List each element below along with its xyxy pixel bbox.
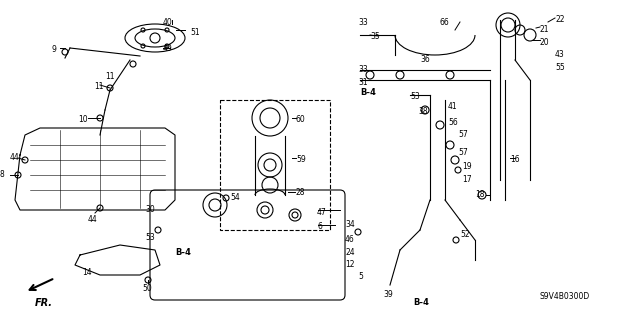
Text: 33: 33 xyxy=(358,65,368,74)
Text: 55: 55 xyxy=(555,63,564,72)
Text: 12: 12 xyxy=(345,260,355,269)
Text: 21: 21 xyxy=(540,25,550,34)
Text: 57: 57 xyxy=(458,130,468,139)
Text: 20: 20 xyxy=(540,38,550,47)
Text: 34: 34 xyxy=(345,220,355,229)
Text: 6: 6 xyxy=(317,222,322,231)
Text: 30: 30 xyxy=(145,205,155,214)
Text: B-4: B-4 xyxy=(413,298,429,307)
Text: 44: 44 xyxy=(88,215,98,224)
Text: 50: 50 xyxy=(142,284,152,293)
Text: 53: 53 xyxy=(410,92,420,101)
Text: 52: 52 xyxy=(460,230,470,239)
Text: 51: 51 xyxy=(190,28,200,37)
Text: 39: 39 xyxy=(383,290,393,299)
Text: 60: 60 xyxy=(296,115,306,124)
Text: FR.: FR. xyxy=(35,298,53,308)
Text: 11: 11 xyxy=(94,82,104,91)
Text: 43: 43 xyxy=(555,50,564,59)
Text: 14: 14 xyxy=(82,268,92,277)
Text: 28: 28 xyxy=(295,188,305,197)
Text: 22: 22 xyxy=(555,15,564,24)
Text: 17: 17 xyxy=(462,175,472,184)
Text: 66: 66 xyxy=(440,18,450,27)
Text: 16: 16 xyxy=(510,155,520,164)
Text: 18: 18 xyxy=(475,190,484,199)
Text: S9V4B0300D: S9V4B0300D xyxy=(540,292,590,301)
Text: 59: 59 xyxy=(296,155,306,164)
Text: 54: 54 xyxy=(230,193,240,202)
Text: 46: 46 xyxy=(345,235,355,244)
Text: 49: 49 xyxy=(163,44,173,53)
Bar xyxy=(220,100,330,230)
Text: 19: 19 xyxy=(462,162,472,171)
Text: 33: 33 xyxy=(358,18,368,27)
Text: 40: 40 xyxy=(163,18,173,27)
Text: 38: 38 xyxy=(418,107,428,116)
Text: 31: 31 xyxy=(358,78,367,87)
Text: 5: 5 xyxy=(358,272,363,281)
Text: 11: 11 xyxy=(105,72,115,81)
Text: 35: 35 xyxy=(370,32,380,41)
Text: B-4: B-4 xyxy=(360,88,376,97)
Text: 57: 57 xyxy=(458,148,468,157)
Text: 9: 9 xyxy=(52,45,57,54)
Text: 41: 41 xyxy=(448,102,458,111)
Text: 8: 8 xyxy=(0,170,4,179)
Text: 56: 56 xyxy=(448,118,458,127)
Text: B-4: B-4 xyxy=(175,248,191,257)
Text: 10: 10 xyxy=(78,115,88,124)
Text: 53: 53 xyxy=(145,233,155,242)
Text: 24: 24 xyxy=(345,248,355,257)
Text: 36: 36 xyxy=(420,55,429,64)
Text: 47: 47 xyxy=(317,208,327,217)
Text: 44: 44 xyxy=(10,153,20,162)
